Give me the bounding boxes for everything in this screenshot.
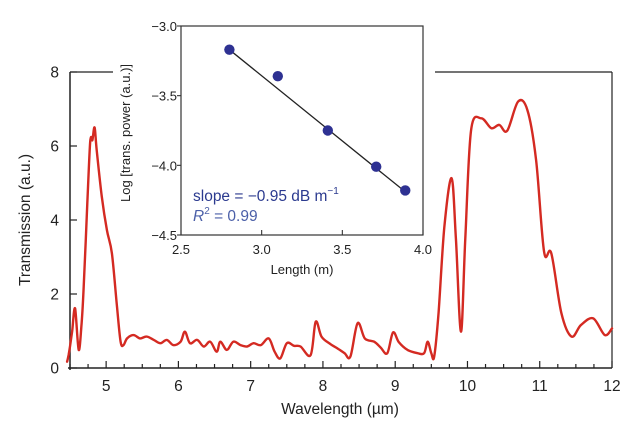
- inset-x-axis-label: Length (m): [271, 262, 334, 277]
- inset-y-axis-label: Log [trans. power (a.u.)]: [118, 64, 133, 202]
- main-y-tick-labels: 0 2 4 6 8: [50, 65, 59, 378]
- main-y-tick-label: 8: [50, 65, 59, 82]
- r-squared-annotation: R2 = 0.99: [193, 206, 258, 225]
- main-y-tick-label: 4: [50, 213, 59, 230]
- inset-data-point: [371, 161, 382, 172]
- inset-x-tick-label: 3.0: [253, 242, 271, 257]
- main-y-ticks: [70, 71, 77, 369]
- inset-data-point: [272, 70, 283, 82]
- inset-data-point: [224, 44, 235, 55]
- main-x-tick-label: 10: [459, 378, 477, 395]
- transmission-series-line: [65, 98, 614, 363]
- main-x-tick-label: 11: [532, 378, 548, 395]
- main-x-axis-label: Wavelength (µm): [281, 401, 399, 418]
- inset-frame: [180, 25, 424, 236]
- r2-exponent: 2: [204, 206, 210, 217]
- inset-data-point: [400, 185, 411, 196]
- inset-y-tick-label: −4.5: [151, 228, 177, 243]
- inset-x-tick-labels: 2.5 3.0 3.5 4.0: [172, 242, 432, 257]
- r2-value: = 0.99: [210, 208, 258, 225]
- main-x-tick-label: 5: [102, 378, 111, 395]
- main-y-tick-label: 6: [50, 139, 59, 156]
- inset-y-tick-label: −3.0: [151, 19, 177, 34]
- main-x-ticks: [69, 361, 613, 368]
- main-y-tick-label: 0: [50, 361, 59, 378]
- inset-x-tick-label: 2.5: [172, 242, 190, 257]
- main-x-tick-label: 8: [319, 378, 328, 395]
- main-x-tick-label: 9: [391, 378, 400, 395]
- slope-text: slope = −0.95 dB m: [193, 188, 327, 205]
- inset-x-tick-label: 4.0: [414, 242, 432, 257]
- main-x-tick-labels: 5 6 7 8 9 10 11 12: [102, 378, 621, 395]
- r2-symbol: R: [193, 208, 204, 225]
- inset-y-ticks: [177, 25, 181, 236]
- slope-unit-exponent: −1: [327, 186, 339, 197]
- inset-y-tick-labels: −3.0 −3.5 −4.0 −4.5: [151, 19, 177, 243]
- inset-data-point: [322, 125, 334, 136]
- inset-data-points: [224, 44, 411, 196]
- main-y-tick-label: 2: [50, 287, 59, 304]
- main-x-tick-label: 7: [246, 378, 255, 395]
- inset-y-tick-label: −4.0: [151, 158, 177, 173]
- main-x-tick-label: 12: [603, 378, 620, 395]
- inset-plot: 2.5 3.0 3.5 4.0 −3.0 −3.5 −4.0 −4.5 Length (m)…: [118, 19, 432, 277]
- main-y-axis-label: Transmission (a.u.): [17, 154, 34, 286]
- main-x-tick-label: 6: [174, 378, 183, 395]
- slope-annotation: slope = −0.95 dB m−1: [193, 186, 339, 205]
- inset-y-tick-label: −3.5: [151, 89, 177, 104]
- inset-x-tick-label: 3.5: [333, 242, 351, 257]
- inset-x-ticks: [180, 230, 424, 235]
